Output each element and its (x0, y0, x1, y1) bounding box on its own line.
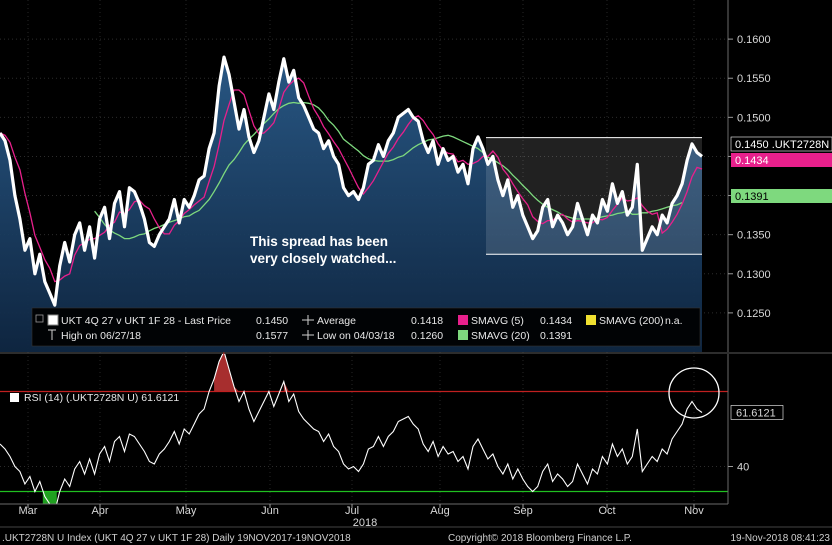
annotation: This spread has been very closely watched… (250, 234, 396, 266)
legend-value-2: 0.1418 (411, 315, 443, 327)
x-tick-label-7: Oct (598, 505, 615, 517)
legend-swatch-4 (458, 315, 468, 325)
range-box (486, 137, 702, 255)
legend-value-5: 0.1391 (540, 330, 572, 342)
rsi-oversold-fill (42, 491, 57, 504)
y-tick-label-1: 0.1300 (737, 269, 771, 281)
legend-label-1: High on 06/27/18 (61, 330, 141, 342)
legend-swatch-6 (586, 315, 596, 325)
annotation-line-1: This spread has been (250, 234, 388, 249)
rsi-overbought-fill (214, 351, 239, 392)
legend-value-1: 0.1577 (256, 330, 288, 342)
rsi-legend-swatch (10, 393, 19, 402)
rsi-highlight-circle (668, 367, 720, 419)
rsi-y-tick-label-0: 40 (737, 462, 749, 474)
y-tick-label-5: 0.1500 (737, 112, 771, 124)
x-tick-label-6: Sep (513, 505, 533, 517)
legend-swatch-0 (47, 314, 59, 326)
legend-value-4: 0.1434 (540, 315, 572, 327)
legend-box (31, 307, 701, 347)
last-value-label-bg-0 (730, 136, 832, 152)
legend-value-0: 0.1450 (256, 315, 288, 327)
x-tick-label-0: Mar (19, 505, 38, 517)
rsi-panel: RSI (14) (.UKT2728N U) 61.6121 40 61.6121 (0, 351, 784, 504)
price-area-fill (0, 57, 702, 352)
x-axis: Mar Apr May Jun Jul Aug Sep Oct Nov 2018 (0, 503, 728, 529)
last-value-labels: 0.1450 .UKT2728N 0.1434 0.1391 (730, 136, 832, 203)
price-line (0, 55, 703, 307)
last-value-label-1: 0.1434 (735, 155, 769, 167)
rsi-last-value-label: 61.6121 (736, 407, 776, 419)
price-legend: UKT 4Q 27 v UKT 1F 28 - Last Price 0.1450… (31, 307, 701, 347)
y-tick-label-7: 0.1600 (737, 34, 771, 46)
price-y-axis: 0.12500.13000.13500.14000.14500.15000.15… (727, 0, 771, 352)
footer-timestamp: 19-Nov-2018 08:41:23 (730, 533, 830, 544)
rsi-threshold-fills (42, 351, 289, 504)
y-tick-label-6: 0.1550 (737, 73, 771, 85)
rsi-legend-label: RSI (14) (.UKT2728N U) 61.6121 (24, 392, 179, 404)
legend-collapse-icon[interactable] (35, 314, 44, 323)
x-tick-label-8: Nov (684, 505, 704, 517)
x-tick-label-4: Jul (345, 505, 359, 517)
last-value-label-0: 0.1450 .UKT2728N (735, 139, 829, 151)
legend-value-3: 0.1260 (411, 330, 443, 342)
legend-label-0: UKT 4Q 27 v UKT 1F 28 - Last Price (61, 315, 231, 327)
x-axis-year: 2018 (353, 517, 377, 529)
price-panel: This spread has been very closely watched… (0, 0, 832, 504)
last-value-label-2: 0.1391 (735, 191, 769, 203)
legend-value-6: n.a. (665, 315, 683, 327)
legend-label-3: Low on 04/03/18 (317, 330, 395, 342)
legend-label-4: SMAVG (5) (471, 315, 524, 327)
range-box-shade (486, 137, 702, 255)
y-tick-label-2: 0.1350 (737, 230, 771, 242)
legend-label-6: SMAVG (200) (599, 315, 664, 327)
legend-label-5: SMAVG (20) (471, 330, 530, 342)
rsi-line (0, 354, 703, 504)
x-tick-label-5: Aug (430, 505, 450, 517)
footer-copyright: Copyright© 2018 Bloomberg Finance L.P. (448, 533, 632, 544)
annotation-line-2: very closely watched... (250, 251, 396, 266)
rsi-legend: RSI (14) (.UKT2728N U) 61.6121 (10, 392, 179, 404)
y-tick-label-0: 0.1250 (737, 308, 771, 320)
last-value-label-bg-1 (731, 153, 832, 167)
rsi-overbought-fill (283, 381, 289, 392)
footer-left: .UKT2728N U Index (UKT 4Q 27 v UKT 1F 28… (2, 533, 351, 544)
rsi-y-axis: 40 61.6121 (727, 354, 784, 504)
x-tick-label-2: May (176, 505, 197, 517)
legend-swatch-5 (458, 330, 468, 340)
rsi-last-value-bg (730, 405, 784, 420)
last-value-label-bg-2 (731, 189, 832, 203)
x-tick-label-3: Jun (261, 505, 279, 517)
legend-label-2: Average (317, 315, 356, 327)
x-tick-label-1: Apr (91, 505, 108, 517)
footer: .UKT2728N U Index (UKT 4Q 27 v UKT 1F 28… (0, 526, 832, 544)
